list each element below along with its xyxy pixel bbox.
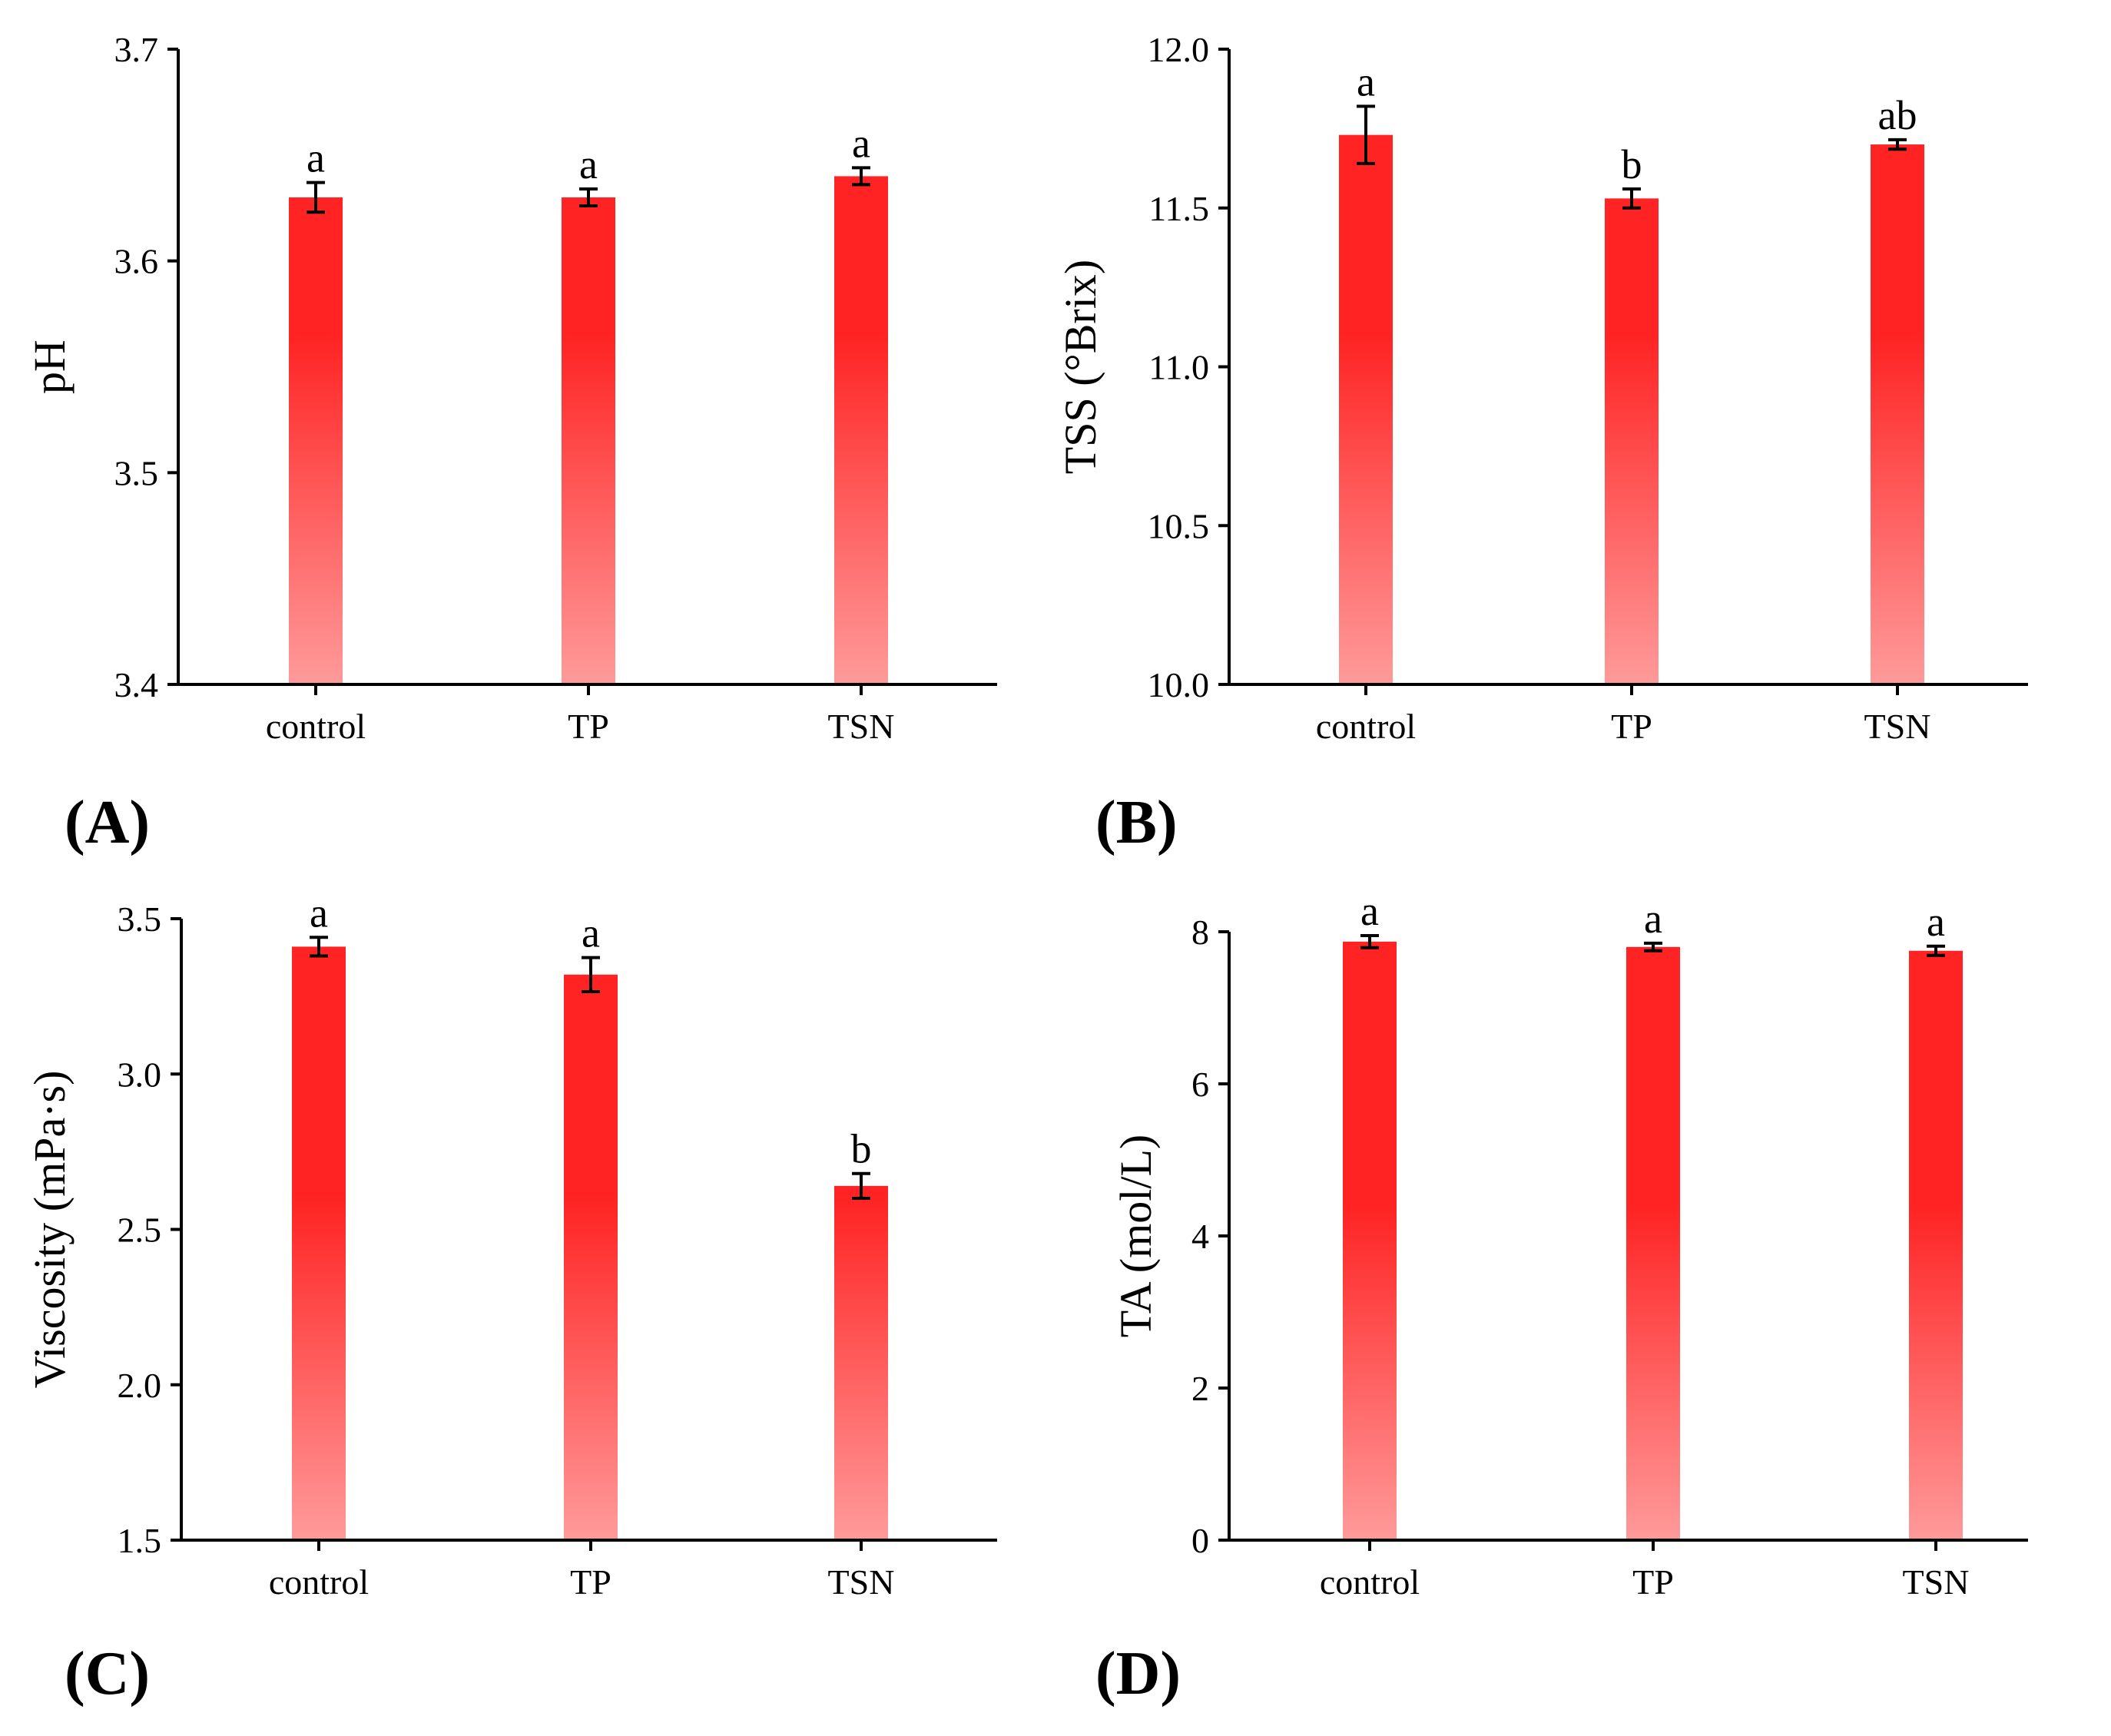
panel-label: (D) [1095, 1640, 1181, 1708]
y-tick-label: 2.5 [118, 1211, 162, 1250]
bar-tp [564, 974, 618, 1540]
y-tick-label: 8 [1191, 913, 1209, 952]
bar-tp [562, 197, 615, 684]
x-tick-label: control [269, 1562, 369, 1602]
bar-tsn [834, 1185, 888, 1540]
x-tick-label: TP [1632, 1562, 1674, 1602]
significance-letter: ab [1878, 92, 1917, 138]
y-tick-label: 6 [1191, 1065, 1209, 1104]
error-bar-tp [1644, 941, 1662, 952]
x-tick-label: TSN [1864, 707, 1931, 746]
error-bar-tsn [852, 166, 870, 187]
error-bar-control [1357, 104, 1375, 165]
bar-control [1339, 134, 1393, 684]
y-tick-label: 2.0 [118, 1366, 162, 1405]
x-tick-label: TSN [1903, 1562, 1970, 1602]
y-tick-label: 10.5 [1148, 506, 1210, 545]
significance-letter: a [1357, 58, 1375, 104]
x-tick-label: TSN [828, 707, 895, 746]
significance-letter: a [1644, 896, 1662, 942]
x-tick-label: control [1320, 1562, 1420, 1602]
bar-tsn [1871, 144, 1924, 685]
x-tick-label: TP [1611, 707, 1652, 746]
error-bar-control [1360, 933, 1379, 949]
error-bar-control [307, 181, 325, 214]
y-tick-label: 0 [1191, 1521, 1209, 1560]
bar-tp [1605, 198, 1659, 685]
bar-control [292, 946, 346, 1540]
y-tick-label: 3.0 [118, 1055, 162, 1094]
y-tick-label: 11.5 [1148, 189, 1209, 228]
chart-panel-3: a control a TP b TSN 1.5 2.0 2.5 3.0 3.5 Viscosity … [25, 890, 997, 1708]
y-tick-label: 3.5 [114, 453, 159, 492]
error-bar-tsn [852, 1171, 870, 1201]
error-bar-tsn [1888, 137, 1907, 151]
y-tick-label: 3.7 [114, 30, 159, 69]
bar-tsn [834, 176, 888, 684]
error-bar-tsn [1927, 944, 1945, 957]
significance-letter: a [579, 141, 598, 187]
bar-tsn [1909, 950, 1963, 1540]
significance-letter: a [852, 120, 870, 166]
chart-panel-4: a control a TP a TSN 0 2 4 6 8 TA (mol/L) (D) [1095, 888, 2028, 1708]
panel-label: (C) [65, 1640, 150, 1708]
chart-panel-2: a control b TP ab TSN 10.0 10.5 11.0 11.5 12.0 TSS … [1056, 30, 2028, 856]
chart-panel-1: a control a TP a TSN 3.4 3.5 3.6 3.7 pH (A) [25, 30, 997, 856]
error-bar-tp [582, 956, 600, 994]
y-axis-label: TA (mol/L) [1111, 1135, 1161, 1337]
error-bar-tp [579, 187, 598, 207]
y-tick-label: 12.0 [1148, 30, 1210, 69]
y-tick-label: 3.4 [114, 665, 159, 704]
x-tick-label: control [1316, 707, 1416, 746]
bar-control [289, 197, 343, 684]
error-bar-control [310, 936, 328, 958]
x-tick-label: control [266, 707, 366, 746]
y-axis-label: Viscosity (mPa·s) [25, 1071, 75, 1389]
panel-label: (A) [65, 789, 150, 856]
y-tick-label: 4 [1191, 1217, 1209, 1256]
y-tick-label: 3.6 [114, 242, 159, 281]
y-tick-label: 2 [1191, 1369, 1209, 1408]
significance-letter: a [1927, 899, 1945, 945]
panel-label: (B) [1095, 789, 1178, 856]
significance-letter: b [851, 1126, 872, 1172]
significance-letter: a [582, 910, 600, 956]
significance-letter: b [1622, 141, 1642, 187]
x-tick-label: TP [570, 1562, 611, 1602]
y-tick-label: 11.0 [1148, 348, 1209, 387]
x-tick-label: TSN [828, 1562, 895, 1602]
y-tick-label: 1.5 [118, 1521, 162, 1560]
bar-control [1343, 941, 1397, 1540]
significance-letter: a [310, 890, 328, 936]
bar-tp [1626, 946, 1680, 1540]
y-axis-label: TSS (°Brix) [1056, 260, 1105, 474]
significance-letter: a [307, 135, 325, 181]
x-tick-label: TP [568, 707, 609, 746]
significance-letter: a [1360, 888, 1379, 934]
y-tick-label: 3.5 [118, 899, 162, 939]
y-axis-label: pH [25, 340, 75, 394]
error-bar-tp [1622, 187, 1641, 210]
y-tick-label: 10.0 [1148, 665, 1210, 704]
